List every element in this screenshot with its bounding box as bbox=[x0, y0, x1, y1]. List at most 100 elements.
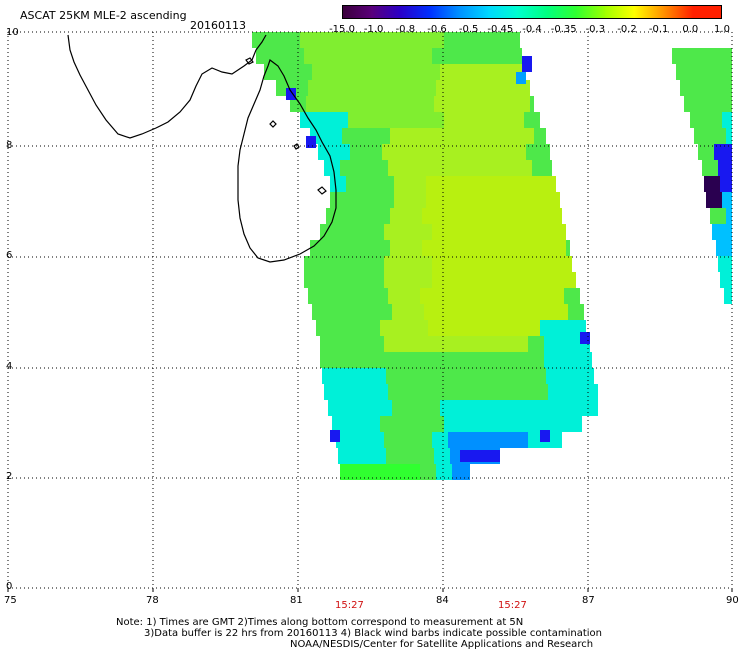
swath-cell bbox=[540, 416, 556, 432]
swath-cell bbox=[334, 144, 350, 160]
y-tick-8: 8 bbox=[6, 140, 13, 151]
swath-cell bbox=[348, 320, 364, 336]
swath-cell bbox=[352, 224, 368, 240]
swath-cell bbox=[552, 400, 568, 416]
swath-cell bbox=[526, 144, 542, 160]
time-label-1: 15:27 bbox=[335, 600, 364, 611]
swath-cell bbox=[446, 144, 462, 160]
swath-cell bbox=[348, 112, 364, 128]
swath-cell bbox=[386, 96, 402, 112]
swath-cell bbox=[560, 336, 576, 352]
swath-cell bbox=[372, 384, 388, 400]
swath-cell bbox=[416, 224, 432, 240]
swath-cell bbox=[336, 48, 352, 64]
swath-cell bbox=[492, 32, 508, 48]
swath-cell bbox=[428, 112, 444, 128]
swath-cell bbox=[472, 304, 488, 320]
swath-cell bbox=[352, 256, 368, 272]
swath-cell-right bbox=[714, 144, 730, 160]
swath-cell-right bbox=[728, 224, 732, 240]
swath-cell bbox=[548, 160, 552, 176]
swath-cell bbox=[534, 128, 546, 144]
swath-cell bbox=[454, 128, 470, 144]
swath-cell bbox=[438, 240, 454, 256]
swath-cell bbox=[510, 144, 526, 160]
swath-cell bbox=[568, 400, 584, 416]
swath-cell bbox=[414, 144, 430, 160]
swath-cell bbox=[404, 160, 420, 176]
swath-cell bbox=[470, 240, 486, 256]
swath-cell-right bbox=[702, 160, 718, 176]
swath-cell bbox=[358, 208, 374, 224]
swath-cell bbox=[502, 240, 518, 256]
swath-cell bbox=[464, 432, 480, 448]
swath-cell bbox=[390, 128, 406, 144]
swath-cell bbox=[346, 192, 362, 208]
swath-cell-right bbox=[716, 96, 732, 112]
swath-cell bbox=[384, 352, 400, 368]
swath-cell bbox=[448, 432, 464, 448]
swath-cell bbox=[320, 336, 336, 352]
swath-cell bbox=[560, 352, 576, 368]
swath-cell bbox=[540, 320, 556, 336]
swath-cell bbox=[516, 384, 532, 400]
swath-cell bbox=[468, 80, 484, 96]
swath-cell bbox=[496, 352, 512, 368]
swath-cell bbox=[534, 208, 550, 224]
swath-cell bbox=[434, 368, 450, 384]
swath-cell bbox=[422, 128, 438, 144]
y-tick-2: 2 bbox=[6, 471, 13, 482]
swath-cell bbox=[538, 192, 554, 208]
swath-cell bbox=[486, 240, 502, 256]
swath-cell bbox=[506, 176, 522, 192]
swath-cell bbox=[280, 64, 296, 80]
x-tick-75: 75 bbox=[4, 595, 17, 606]
note-line-2: 3)Data buffer is 22 hrs from 20160113 4)… bbox=[144, 628, 602, 639]
swath-cell bbox=[528, 224, 544, 240]
swath-cell bbox=[416, 256, 432, 272]
swath-cell bbox=[340, 80, 356, 96]
swath-cell bbox=[348, 416, 364, 432]
swath-cell bbox=[428, 32, 444, 48]
swath-cell bbox=[420, 160, 436, 176]
swath-cell bbox=[376, 64, 392, 80]
swath-cell bbox=[340, 464, 420, 480]
swath-cell bbox=[320, 256, 336, 272]
swath-cell bbox=[512, 48, 522, 64]
swath-cell bbox=[480, 48, 496, 64]
swath-cell bbox=[384, 272, 400, 288]
swath-cell bbox=[388, 80, 404, 96]
swath-cell-right bbox=[716, 240, 732, 256]
swath-cell bbox=[530, 368, 546, 384]
swath-cell bbox=[316, 32, 332, 48]
swath-cell bbox=[434, 448, 450, 464]
swath-cell bbox=[442, 176, 458, 192]
swath-cell bbox=[506, 192, 522, 208]
swath-cell bbox=[428, 416, 444, 432]
swath-cell bbox=[546, 368, 562, 384]
swath-cell bbox=[386, 368, 402, 384]
swath-cell bbox=[372, 80, 388, 96]
swath-cell bbox=[338, 96, 354, 112]
swath-cell bbox=[444, 416, 460, 432]
swath-cell bbox=[390, 240, 406, 256]
swath-cell bbox=[536, 400, 552, 416]
swath-cell bbox=[550, 240, 566, 256]
swath-cell bbox=[432, 336, 448, 352]
swath-cell bbox=[474, 192, 490, 208]
swath-cell bbox=[330, 176, 346, 192]
x-tick-84: 84 bbox=[436, 595, 449, 606]
swath-cell bbox=[480, 432, 496, 448]
swath-cell bbox=[356, 384, 372, 400]
swath-cell bbox=[512, 336, 528, 352]
swath-cell bbox=[368, 432, 384, 448]
swath-cell bbox=[472, 64, 488, 80]
swath-cell bbox=[406, 128, 422, 144]
swath-cell bbox=[496, 256, 512, 272]
swath-cell bbox=[426, 176, 442, 192]
swath-cell bbox=[508, 416, 524, 432]
swath-cell bbox=[492, 416, 508, 432]
swath-cell bbox=[532, 160, 548, 176]
swath-cell bbox=[400, 336, 416, 352]
